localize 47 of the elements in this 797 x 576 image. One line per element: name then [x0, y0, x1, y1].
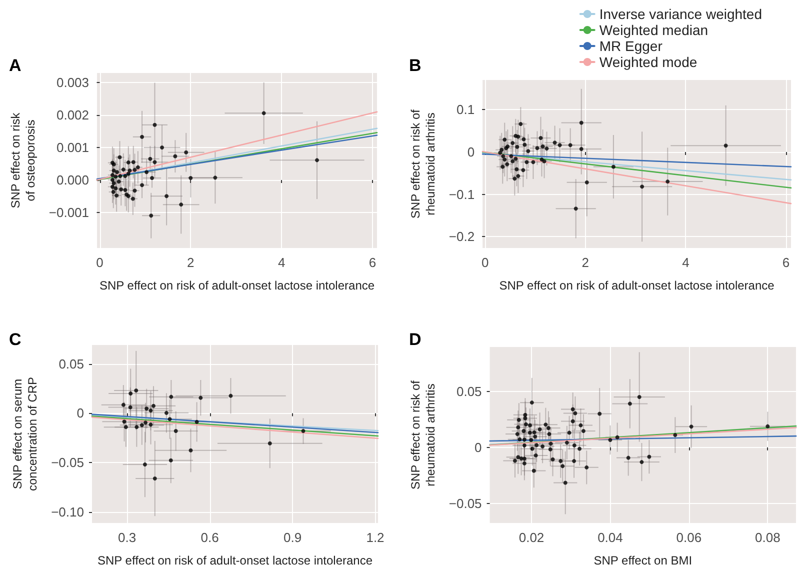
- x-tick-label: 0.04: [598, 530, 623, 545]
- x-tick-label: 4: [278, 255, 286, 270]
- y-tick-label: 0.1: [456, 102, 475, 118]
- y-tick-label: 0: [76, 406, 84, 421]
- x-tick-label: 0.02: [518, 530, 544, 545]
- y-tick-label: 0.05: [58, 356, 84, 372]
- x-tick-label: 1.2: [366, 530, 384, 545]
- legend-label: MR Egger: [599, 38, 663, 54]
- x-tick-label: 0: [96, 255, 104, 270]
- y-tick-label: 0.003: [56, 75, 90, 90]
- legend-label: Weighted median: [599, 22, 708, 38]
- y-tick-label: 0: [467, 144, 475, 160]
- x-axis-title: SNP effect on risk of adult-onset lactose intolerance: [499, 278, 775, 292]
- y-axis-title: SNP effect on risk of osteoporosis: [8, 112, 38, 208]
- legend-label: Weighted mode: [599, 54, 698, 70]
- y-tick-label: 0.002: [56, 108, 90, 123]
- y-tick-label: −0.10: [51, 504, 84, 520]
- x-tick-label: 0.08: [755, 530, 780, 545]
- y-tick-label: −0.2: [448, 229, 475, 244]
- x-axis-title: SNP effect on risk of adult-onset lactose intolerance: [97, 554, 373, 568]
- chart-title: C: [9, 330, 22, 349]
- x-tick-label: 0.6: [200, 530, 219, 545]
- chart-title: D: [409, 330, 422, 349]
- x-tick-label: 0.9: [283, 530, 302, 545]
- y-tick-label: 0: [474, 440, 482, 455]
- x-tick-label: 2: [582, 255, 589, 270]
- legend-label: Inverse variance weighted: [599, 6, 762, 22]
- y-tick-label: 0.05: [456, 384, 482, 399]
- y-tick-label: −0.001: [48, 204, 90, 220]
- y-tick-label: 0.000: [56, 172, 90, 188]
- y-tick-label: −0.1: [448, 186, 475, 202]
- x-tick-label: 4: [682, 255, 690, 270]
- x-tick-label: 6: [782, 255, 790, 270]
- y-axis-title: SNP effect on serum concentration of CRP: [10, 376, 40, 492]
- x-axis-title: SNP effect on BMI: [594, 554, 692, 568]
- x-tick-label: 2: [187, 255, 194, 270]
- y-axis-title: SNP effect on risk of rheumatoid arthritis: [408, 108, 438, 218]
- x-tick-label: 0.06: [676, 530, 702, 545]
- chart-title: A: [9, 56, 22, 75]
- chart-title: B: [409, 56, 422, 75]
- y-tick-label: 0.001: [56, 140, 90, 156]
- y-tick-label: −0.05: [448, 496, 482, 511]
- x-tick-label: 6: [368, 255, 376, 270]
- y-axis-title: SNP effect on risk of rheumatoid arthritis: [408, 380, 438, 490]
- x-tick-label: 0.3: [118, 530, 136, 545]
- y-tick-label: −0.05: [51, 455, 84, 470]
- x-axis-title: SNP effect on risk of adult-onset lactose intolerance: [99, 278, 375, 292]
